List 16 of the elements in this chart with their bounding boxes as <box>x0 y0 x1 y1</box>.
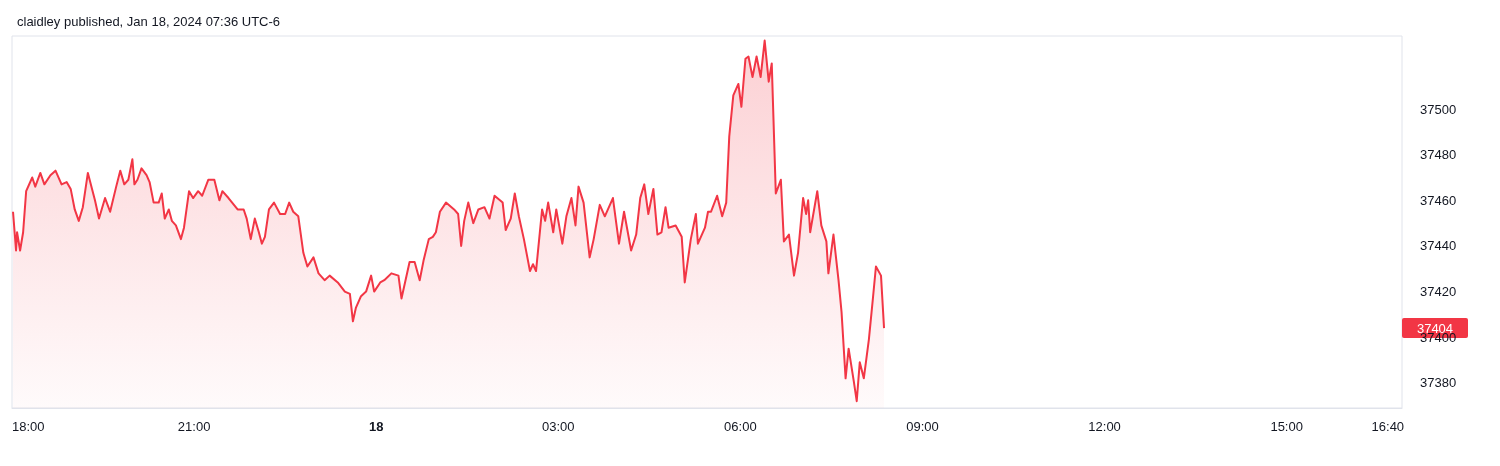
y-tick-label: 37380 <box>1420 375 1457 391</box>
x-tick-label: 15:00 <box>1270 419 1303 434</box>
y-tick-label: 37460 <box>1420 192 1457 208</box>
y-tick-label: 37500 <box>1420 101 1457 117</box>
chart-title: claidley published, Jan 18, 2024 07:36 UTC-6 <box>17 14 281 29</box>
x-tick-label: 09:00 <box>906 419 939 434</box>
x-tick-label: 21:00 <box>177 419 211 434</box>
x-tick-label: 12:00 <box>1088 419 1121 434</box>
x-tick-label: 03:00 <box>542 419 575 434</box>
x-tick-label: 18:00 <box>12 419 45 434</box>
y-tick-label: 37480 <box>1420 147 1457 163</box>
x-tick-label: 06:00 <box>724 419 757 434</box>
x-tick-label: 16:40 <box>1371 419 1405 434</box>
y-tick-label: 37420 <box>1420 284 1457 300</box>
y-tick-label: 37440 <box>1420 238 1457 254</box>
x-tick-label: 18 <box>368 419 384 434</box>
